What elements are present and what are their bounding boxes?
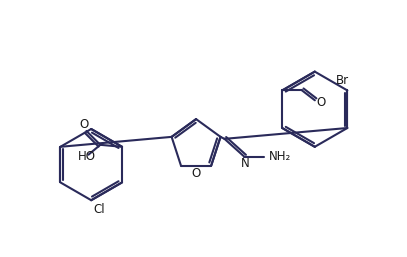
Text: O: O bbox=[316, 96, 326, 109]
Text: O: O bbox=[191, 167, 201, 180]
Text: N: N bbox=[241, 157, 249, 170]
Text: Cl: Cl bbox=[93, 203, 105, 216]
Text: HO: HO bbox=[77, 150, 96, 163]
Text: Br: Br bbox=[336, 74, 349, 87]
Text: O: O bbox=[80, 117, 89, 131]
Text: NH₂: NH₂ bbox=[269, 150, 291, 163]
